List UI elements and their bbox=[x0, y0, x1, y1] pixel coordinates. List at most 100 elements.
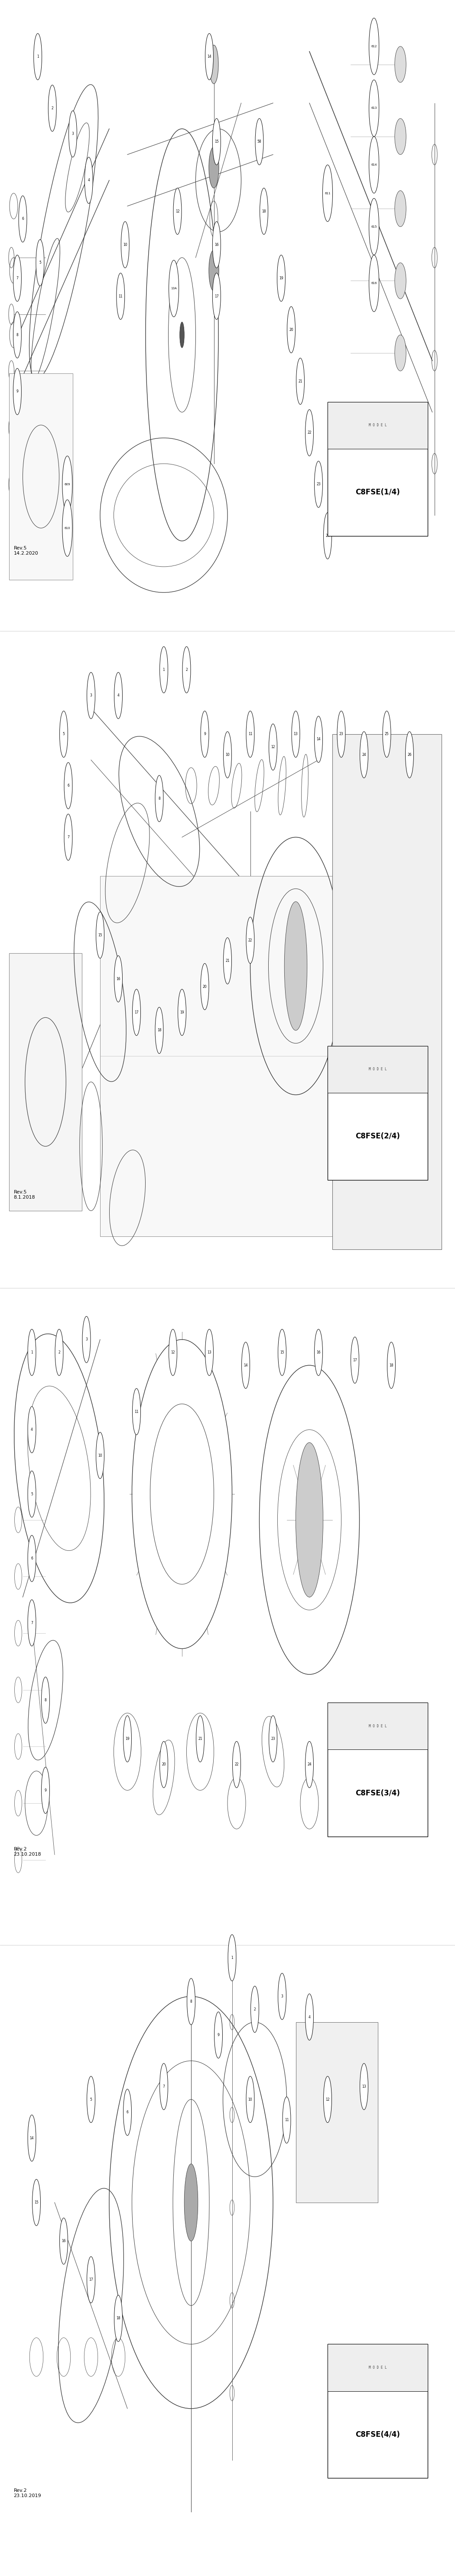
Circle shape bbox=[405, 732, 414, 778]
Circle shape bbox=[114, 2295, 122, 2342]
Circle shape bbox=[160, 647, 168, 693]
Text: 3: 3 bbox=[90, 693, 92, 698]
Circle shape bbox=[82, 1316, 91, 1363]
Circle shape bbox=[260, 188, 268, 234]
Text: 18: 18 bbox=[116, 2316, 121, 2321]
Text: 18: 18 bbox=[389, 1363, 394, 1368]
Text: 12: 12 bbox=[325, 2097, 330, 2102]
Circle shape bbox=[228, 1935, 236, 1981]
Text: 5: 5 bbox=[63, 732, 65, 737]
Text: 16: 16 bbox=[214, 242, 219, 247]
Circle shape bbox=[223, 732, 232, 778]
FancyBboxPatch shape bbox=[328, 402, 428, 448]
Circle shape bbox=[205, 33, 213, 80]
Circle shape bbox=[69, 111, 77, 157]
Circle shape bbox=[160, 2063, 168, 2110]
FancyBboxPatch shape bbox=[332, 734, 441, 1249]
Text: 23: 23 bbox=[316, 482, 321, 487]
Circle shape bbox=[283, 2097, 291, 2143]
Text: 614: 614 bbox=[371, 162, 377, 167]
Text: 24: 24 bbox=[362, 752, 366, 757]
Text: 4: 4 bbox=[117, 693, 119, 698]
Text: 7: 7 bbox=[16, 276, 18, 281]
Circle shape bbox=[324, 513, 332, 559]
Circle shape bbox=[155, 1007, 163, 1054]
Circle shape bbox=[13, 255, 21, 301]
Text: 13: 13 bbox=[207, 1350, 212, 1355]
Circle shape bbox=[337, 711, 345, 757]
Text: 1: 1 bbox=[31, 1350, 33, 1355]
Text: C8FSE(3/4): C8FSE(3/4) bbox=[355, 1790, 400, 1798]
Ellipse shape bbox=[395, 118, 406, 155]
Circle shape bbox=[351, 1337, 359, 1383]
Circle shape bbox=[187, 1978, 195, 2025]
Text: 11: 11 bbox=[248, 732, 253, 737]
Text: 611: 611 bbox=[325, 191, 330, 196]
Circle shape bbox=[55, 1329, 63, 1376]
Circle shape bbox=[121, 222, 129, 268]
Text: 7: 7 bbox=[163, 2084, 165, 2089]
Circle shape bbox=[28, 1471, 36, 1517]
Circle shape bbox=[305, 1994, 313, 2040]
Text: 1: 1 bbox=[37, 54, 39, 59]
Text: Rev.5
14.2.2020: Rev.5 14.2.2020 bbox=[14, 546, 38, 556]
Circle shape bbox=[205, 1329, 213, 1376]
Circle shape bbox=[41, 1767, 50, 1814]
Circle shape bbox=[246, 2076, 254, 2123]
Ellipse shape bbox=[209, 147, 219, 188]
Circle shape bbox=[314, 461, 323, 507]
Text: 17: 17 bbox=[89, 2277, 93, 2282]
Circle shape bbox=[155, 775, 163, 822]
Text: 25: 25 bbox=[344, 1736, 348, 1741]
Circle shape bbox=[85, 157, 93, 204]
Circle shape bbox=[223, 938, 232, 984]
Circle shape bbox=[62, 456, 72, 513]
Circle shape bbox=[114, 956, 122, 1002]
Circle shape bbox=[278, 1329, 286, 1376]
Circle shape bbox=[324, 2076, 332, 2123]
Circle shape bbox=[160, 1741, 168, 1788]
Text: 23: 23 bbox=[271, 1736, 275, 1741]
Text: 1: 1 bbox=[163, 667, 165, 672]
Text: 24: 24 bbox=[307, 1762, 312, 1767]
Circle shape bbox=[201, 711, 209, 757]
Text: 58: 58 bbox=[257, 139, 262, 144]
Text: 11: 11 bbox=[284, 2117, 289, 2123]
Circle shape bbox=[287, 307, 295, 353]
Text: 6: 6 bbox=[22, 216, 24, 222]
Circle shape bbox=[13, 312, 21, 358]
Circle shape bbox=[182, 647, 191, 693]
Circle shape bbox=[64, 814, 72, 860]
Text: 13: 13 bbox=[293, 732, 298, 737]
Text: 11: 11 bbox=[134, 1409, 139, 1414]
Text: 5: 5 bbox=[31, 1492, 33, 1497]
Ellipse shape bbox=[395, 191, 406, 227]
Text: 9: 9 bbox=[204, 732, 206, 737]
Circle shape bbox=[28, 1600, 36, 1646]
Circle shape bbox=[178, 989, 186, 1036]
Circle shape bbox=[369, 137, 379, 193]
Circle shape bbox=[87, 2076, 95, 2123]
Circle shape bbox=[48, 85, 56, 131]
Text: M O D E L: M O D E L bbox=[369, 1723, 387, 1728]
Text: 2: 2 bbox=[51, 106, 53, 111]
Text: 1: 1 bbox=[231, 1955, 233, 1960]
Text: 615: 615 bbox=[371, 224, 377, 229]
Circle shape bbox=[41, 1677, 50, 1723]
Circle shape bbox=[180, 322, 184, 348]
Text: 613: 613 bbox=[371, 106, 377, 111]
Text: 17: 17 bbox=[134, 1010, 139, 1015]
Ellipse shape bbox=[395, 263, 406, 299]
Circle shape bbox=[369, 80, 379, 137]
Circle shape bbox=[360, 2063, 368, 2110]
FancyBboxPatch shape bbox=[328, 1703, 428, 1837]
Circle shape bbox=[383, 711, 391, 757]
Circle shape bbox=[378, 1734, 386, 1780]
Circle shape bbox=[342, 1716, 350, 1762]
Text: 2: 2 bbox=[186, 667, 187, 672]
Text: 7: 7 bbox=[67, 835, 69, 840]
Text: 17: 17 bbox=[353, 1358, 357, 1363]
Text: 25: 25 bbox=[384, 732, 389, 737]
Circle shape bbox=[184, 2164, 198, 2241]
Text: 12: 12 bbox=[271, 744, 275, 750]
